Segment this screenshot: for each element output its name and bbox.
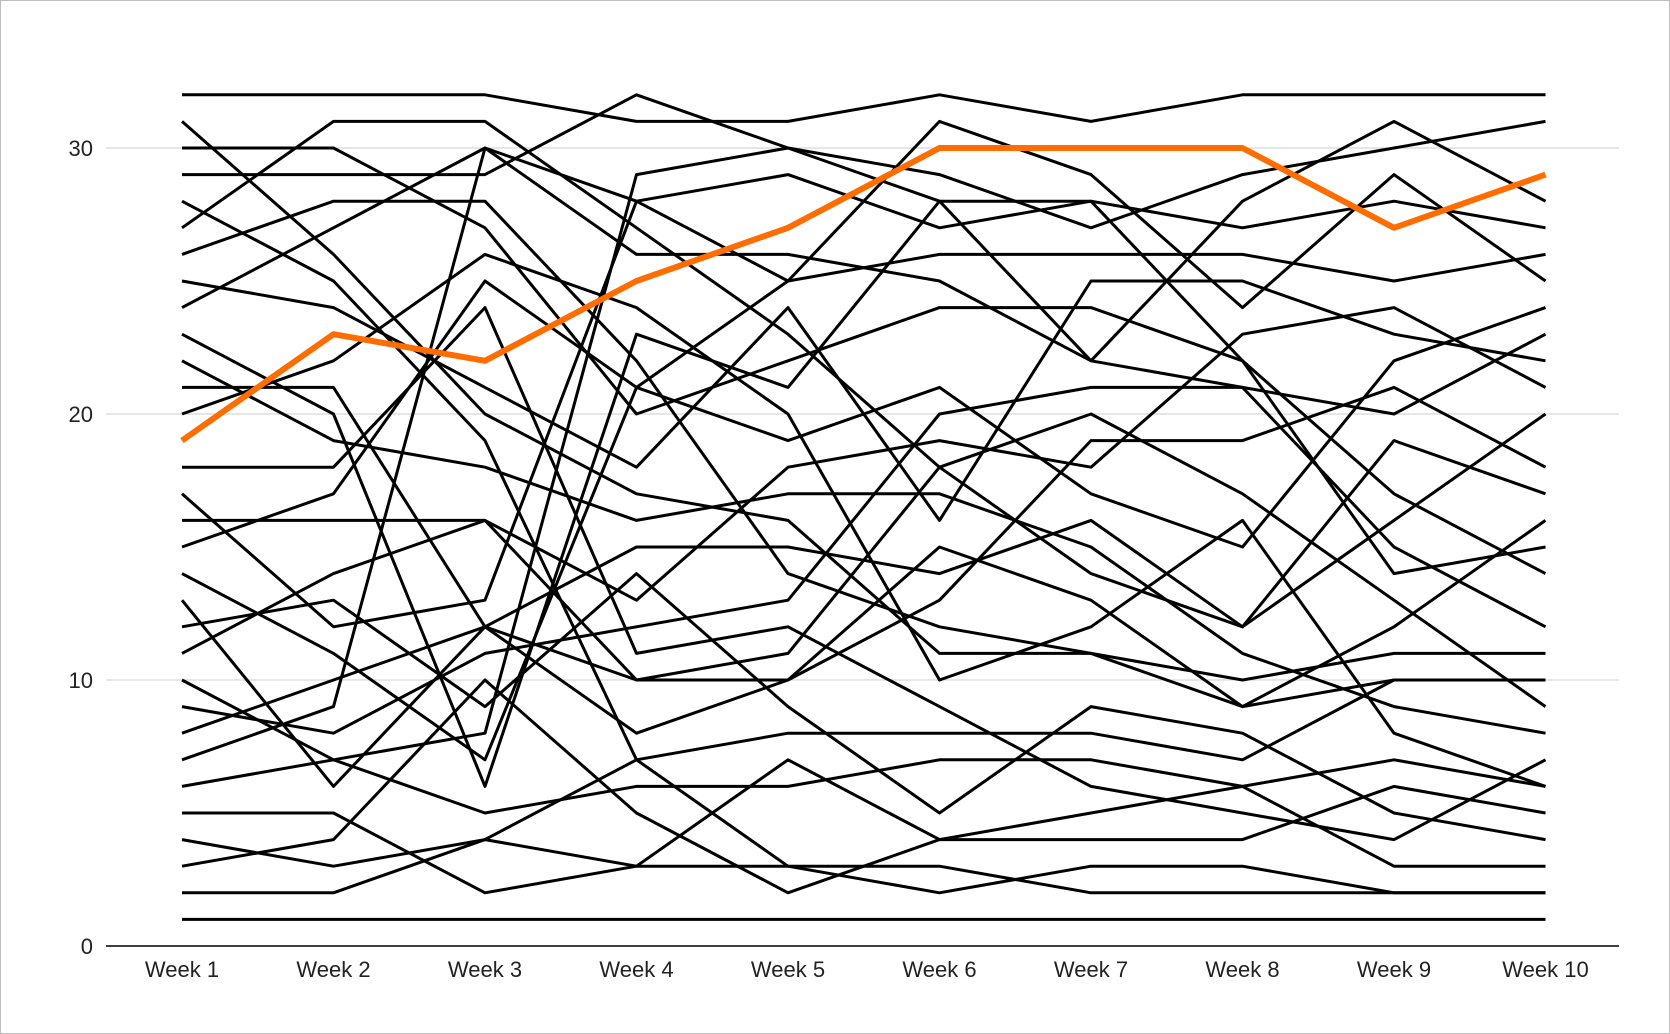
series-line-10 bbox=[181, 199, 1546, 788]
series-line-25 bbox=[181, 385, 1547, 735]
series-line-17 bbox=[182, 306, 1547, 602]
series-line-5 bbox=[181, 199, 1546, 895]
series-line-12 bbox=[182, 385, 1547, 709]
x-tick-label: Week 10 bbox=[1502, 957, 1588, 982]
series-line-11 bbox=[181, 359, 1546, 735]
y-tick-label: 20 bbox=[69, 402, 93, 427]
series-line-highlighted bbox=[180, 145, 1547, 444]
x-axis-ticks: Week 1 Week 2 Week 3 Week 4 Week 5 Week 6 Week… bbox=[145, 957, 1589, 982]
series-line-22 bbox=[181, 412, 1547, 708]
series-line-7 bbox=[181, 199, 1546, 709]
x-tick-label: Week 6 bbox=[902, 957, 976, 982]
x-tick-label: Week 3 bbox=[448, 957, 522, 982]
series-line-30 bbox=[181, 678, 1546, 895]
series-line-23 bbox=[181, 146, 1547, 762]
series-line-26 bbox=[181, 146, 1546, 762]
series-line-31 bbox=[182, 678, 1546, 895]
series-line-6 bbox=[181, 119, 1547, 629]
series-line-18 bbox=[181, 279, 1546, 549]
series-lines bbox=[180, 93, 1547, 921]
x-tick-label: Week 7 bbox=[1054, 957, 1128, 982]
x-tick-label: Week 9 bbox=[1357, 957, 1431, 982]
series-line-27 bbox=[181, 758, 1546, 868]
series-line-13 bbox=[181, 252, 1546, 788]
series-line-1 bbox=[182, 93, 1546, 123]
y-tick-label: 0 bbox=[81, 934, 93, 959]
series-line-4 bbox=[182, 93, 1546, 230]
y-tick-label: 30 bbox=[69, 136, 93, 161]
x-tick-label: Week 2 bbox=[296, 957, 370, 982]
y-tick-label: 10 bbox=[69, 668, 93, 693]
x-tick-label: Week 8 bbox=[1205, 957, 1279, 982]
x-tick-label: Week 1 bbox=[145, 957, 219, 982]
x-tick-label: Week 4 bbox=[599, 957, 673, 982]
y-axis-ticks: 0 10 20 30 bbox=[69, 136, 93, 959]
x-tick-label: Week 5 bbox=[751, 957, 825, 982]
